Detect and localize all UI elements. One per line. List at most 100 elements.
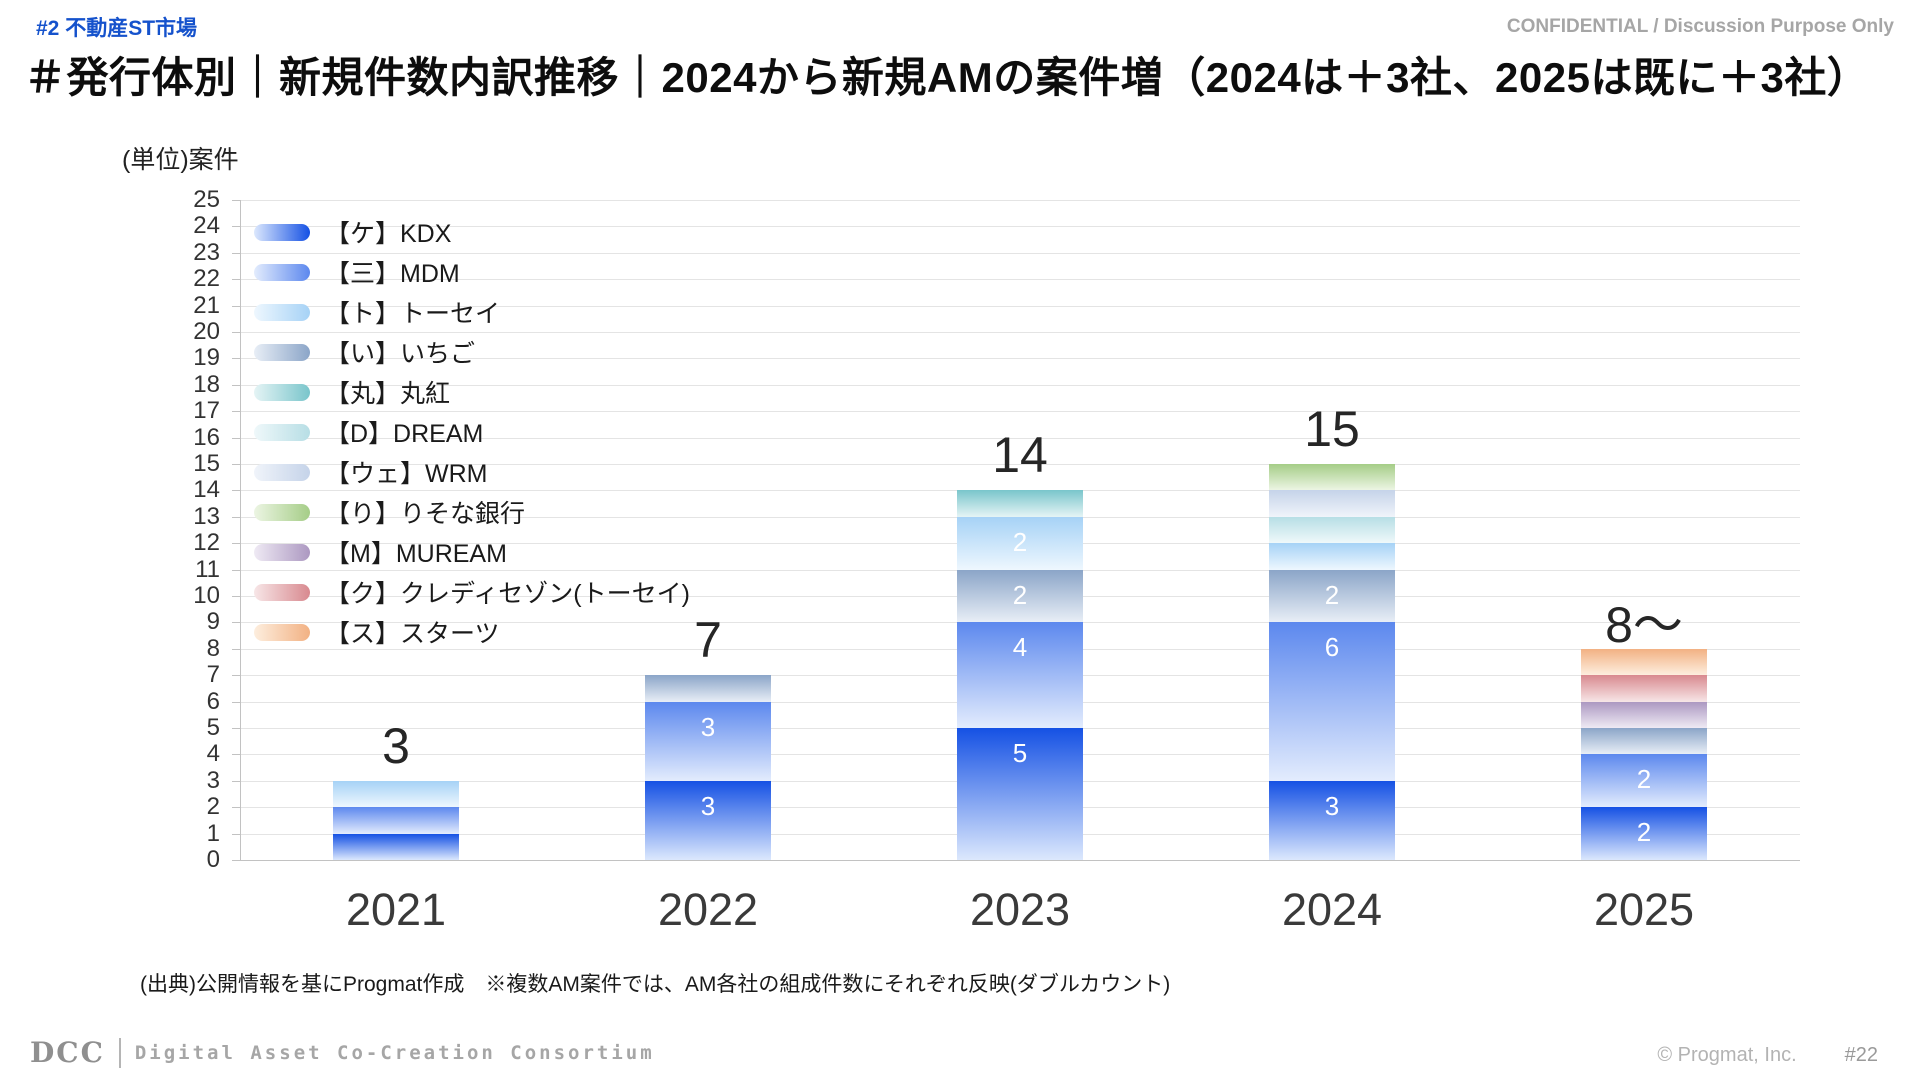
gridline — [240, 860, 1800, 861]
segment-value: 4 — [1012, 632, 1028, 663]
y-tick-label: 19 — [193, 344, 220, 372]
legend-item: 【D】DREAM — [254, 412, 690, 452]
y-tick-label: 13 — [193, 502, 220, 530]
y-tick-mark — [232, 780, 240, 782]
y-tick-label: 20 — [193, 318, 220, 345]
mdm-swatch — [254, 263, 310, 281]
y-tick-mark — [232, 305, 240, 307]
consortium-name: Digital Asset Co-Creation Consortium — [118, 1037, 655, 1068]
y-tick-label: 1 — [206, 819, 220, 847]
y-tick-mark — [232, 411, 240, 413]
legend-label: 【M】MUREAM — [325, 540, 507, 568]
bar-segment-tosei — [1269, 543, 1395, 570]
kdx-swatch — [254, 223, 310, 241]
page-title: ＃発行体別｜新規件数内訳推移｜2024から新規AMの案件増（2024は＋3社、2… — [24, 54, 1870, 101]
source-note: (出典)公開情報を基にProgmat作成 ※複数AM案件では、AM各社の組成件数… — [140, 973, 1171, 996]
bar-segment-kdx: 3 — [645, 780, 771, 860]
gridline — [240, 226, 1800, 228]
y-tick-label: 14 — [193, 476, 220, 504]
y-tick-mark — [232, 516, 240, 518]
legend-label: 【D】DREAM — [325, 420, 484, 448]
segment-value: 6 — [1324, 632, 1340, 663]
gridline — [240, 200, 1800, 201]
y-axis-line — [240, 200, 241, 860]
y-tick-label: 9 — [206, 608, 220, 636]
legend-label: 【丸】丸紅 — [325, 380, 451, 408]
y-tick-mark — [232, 252, 240, 254]
bar-segment-kdx: 2 — [1581, 807, 1707, 860]
legend-item: 【い】いちご — [254, 332, 690, 372]
bar-total: 15 — [1304, 401, 1360, 457]
bar-segment-tosei: 2 — [957, 516, 1083, 570]
bar-segment-mdm — [333, 807, 459, 834]
legend-item: 【ト】トーセイ — [254, 292, 690, 332]
segment-value: 2 — [1012, 526, 1028, 557]
y-tick-label: 0 — [206, 846, 220, 873]
legend-label: 【い】いちご — [325, 340, 476, 368]
y-tick-label: 11 — [195, 555, 220, 583]
legend-label: 【り】りそな銀行 — [325, 500, 526, 528]
segment-value: 3 — [700, 711, 716, 742]
y-tick-label: 21 — [193, 291, 220, 319]
bar-segment-ichigo — [645, 675, 771, 702]
y-tick-label: 3 — [206, 766, 220, 794]
gridline — [240, 332, 1800, 333]
section-tag: #2 不動産ST市場 — [36, 17, 198, 40]
legend-label: 【ウェ】WRM — [325, 460, 488, 488]
y-tick-mark — [232, 675, 240, 677]
bar-segment-risona — [1269, 464, 1395, 491]
gridline — [240, 464, 1800, 465]
segment-value: 2 — [1012, 579, 1028, 610]
bar-segment-mdm: 4 — [957, 622, 1083, 728]
gridline — [240, 279, 1800, 281]
y-tick-mark — [232, 490, 240, 492]
bar-total: 14 — [992, 427, 1048, 484]
y-tick-mark — [232, 728, 240, 729]
bar-segment-muream — [1581, 701, 1707, 728]
y-tick-mark — [232, 569, 240, 571]
dcc-logo: DCC — [30, 1036, 105, 1069]
bar-segment-tosei — [333, 780, 459, 808]
y-tick-mark — [232, 200, 240, 201]
legend-label: 【ス】スターツ — [325, 620, 500, 648]
bar-segment-mdm: 3 — [645, 701, 771, 781]
bar-segment-kdx: 5 — [957, 728, 1083, 860]
y-tick-label: 2 — [206, 793, 220, 821]
legend-label: 【ク】クレディセゾン(トーセイ) — [325, 580, 690, 608]
footer-right: © Progmat, Inc. #22 — [1657, 1044, 1878, 1067]
y-tick-mark — [232, 358, 240, 360]
bar-total: 8～ — [1605, 596, 1683, 653]
gridline — [240, 358, 1800, 360]
segment-value: 2 — [1636, 817, 1652, 848]
y-tick-label: 6 — [206, 687, 220, 715]
segment-value: 2 — [1324, 579, 1340, 610]
y-tick-mark — [232, 543, 240, 545]
segment-value: 2 — [1636, 764, 1652, 795]
y-tick-mark — [232, 860, 240, 861]
bar-segment-mdm: 6 — [1269, 622, 1395, 781]
y-tick-label: 7 — [206, 661, 220, 689]
legend-item: 【ク】クレディセゾン(トーセイ) — [254, 572, 690, 612]
y-tick-label: 23 — [193, 238, 220, 266]
legend: 【ケ】KDX 【三】MDM 【ト】トーセイ 【い】いちご 【丸】丸紅 【D】DREAM 【ウ… — [254, 212, 690, 652]
y-tick-mark — [232, 279, 240, 281]
risona-swatch — [254, 503, 310, 521]
tosei-swatch — [254, 303, 310, 321]
gridline — [240, 252, 1800, 254]
bar-total: 7 — [694, 612, 722, 669]
y-tick-mark — [232, 622, 240, 624]
y-tick-label: 12 — [193, 529, 220, 557]
legend-item: 【ス】スターツ — [254, 612, 690, 652]
bar-segment-mdm: 2 — [1581, 754, 1707, 808]
confidential-label: CONFIDENTIAL / Discussion Purpose Only — [1506, 16, 1894, 37]
y-tick-label: 4 — [206, 740, 220, 768]
y-tick-label: 8 — [206, 634, 220, 662]
legend-item: 【り】りそな銀行 — [254, 492, 690, 532]
bar-segment-credit — [1581, 675, 1707, 702]
footer: DCC Digital Asset Co-Creation Consortium — [30, 1036, 655, 1069]
y-tick-mark — [232, 833, 240, 835]
y-tick-label: 16 — [193, 423, 220, 451]
legend-item: 【ウェ】WRM — [254, 452, 690, 492]
bar-segment-dream — [1269, 516, 1395, 544]
